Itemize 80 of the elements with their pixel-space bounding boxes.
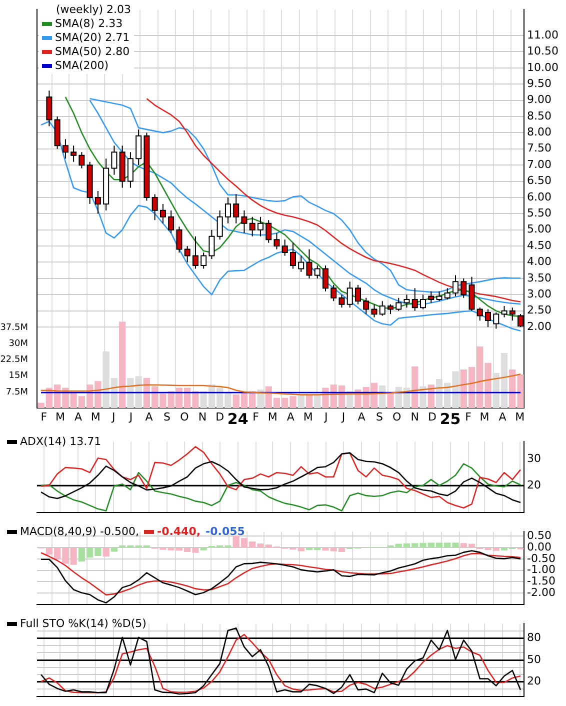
- y-tick-label: 5.50: [527, 206, 552, 220]
- y2-tick-label: 30M: [8, 339, 28, 350]
- legend-label: MACD(8,40,9) -0.500,: [20, 525, 139, 539]
- y-tick-label: 8.50: [527, 109, 552, 122]
- y-tick-label: 20: [527, 674, 541, 688]
- y-tick-label: 0.00: [527, 540, 552, 554]
- x-tick-label: A: [358, 410, 366, 424]
- y-tick-label: 6.00: [527, 190, 552, 204]
- y-tick-label: -1.00: [527, 563, 556, 576]
- y2-tick-label: 7.5M: [6, 387, 28, 398]
- y-tick-label: 4.00: [527, 255, 552, 268]
- bar: [110, 548, 118, 552]
- y-tick-label: 30: [527, 452, 541, 465]
- y-tick-label: 7.00: [527, 158, 552, 171]
- x-tick-label: S: [376, 410, 383, 424]
- y-tick-label: -1.50: [527, 574, 556, 588]
- y-tick-label: 50: [527, 652, 541, 666]
- chart-title: (weekly) 2.03: [55, 3, 132, 17]
- y2-tick-label: 37.5M: [0, 323, 28, 334]
- legend-label: SMA(200): [55, 59, 109, 73]
- x-tick-label: 25: [440, 410, 461, 428]
- y-tick-label: -2.00: [527, 586, 556, 599]
- x-tick-label: M: [515, 410, 525, 424]
- x-tick-label: M: [55, 410, 65, 424]
- bar: [412, 366, 418, 408]
- x-tick-label: N: [198, 410, 207, 424]
- legend-label: SMA(50) 2.80: [55, 45, 130, 59]
- x-tick-label: M: [480, 410, 490, 424]
- y-tick-label: 80: [527, 631, 541, 644]
- x-tick-label: J: [340, 410, 346, 424]
- x-tick-label: M: [268, 410, 278, 424]
- x-tick-label: A: [74, 410, 82, 424]
- y-tick-label: 6.50: [527, 174, 552, 188]
- y-tick-label: 10.50: [527, 44, 558, 58]
- x-tick-label: N: [410, 410, 419, 424]
- y-tick-label: -0.50: [527, 552, 556, 565]
- y-tick-label: 5.00: [527, 222, 552, 236]
- y-tick-label: 2.00: [527, 320, 552, 333]
- y-tick-label: 8.00: [527, 126, 552, 139]
- bar: [387, 394, 394, 408]
- x-tick-label: O: [180, 410, 190, 424]
- x-tick-label: F: [252, 410, 259, 424]
- legend-label: Full STO %K(14) %D(5): [20, 617, 146, 631]
- x-tick-label: J: [110, 410, 116, 424]
- y-tick-label: 10.00: [527, 60, 558, 74]
- x-tick-label: A: [286, 410, 295, 424]
- annotation: -0.055: [206, 525, 245, 539]
- x-tick-label: A: [145, 410, 154, 424]
- x-tick-label: O: [392, 410, 402, 424]
- x-tick-label: A: [498, 410, 507, 424]
- y-tick-label: 11.00: [527, 28, 558, 42]
- legend-label: ADX(14) 13.71: [20, 435, 102, 449]
- x-tick-label: J: [128, 410, 133, 424]
- x-tick-label: S: [164, 410, 171, 424]
- y-tick-label: 9.50: [527, 76, 552, 90]
- x-tick-label: 24: [227, 410, 248, 428]
- bar: [200, 548, 207, 550]
- bar: [102, 548, 110, 556]
- x-tick-label: M: [90, 410, 100, 424]
- x-tick-label: F: [40, 410, 48, 424]
- bar: [118, 322, 126, 408]
- x-tick-label: F: [465, 410, 472, 424]
- x-tick-label: D: [428, 410, 437, 424]
- x-tick-label: D: [216, 410, 224, 424]
- y2-tick-label: 22.5M: [0, 355, 28, 366]
- legend-label: SMA(20) 2.71: [55, 31, 130, 45]
- y-tick-label: 3.50: [527, 271, 552, 284]
- y-tick-label: 3.00: [527, 287, 552, 300]
- y-tick-label: 2.50: [527, 304, 552, 317]
- y-tick-label: 20: [527, 478, 541, 492]
- x-tick-label: J: [323, 410, 328, 424]
- y-tick-label: 0.50: [527, 529, 552, 542]
- y2-tick-label: 15M: [8, 371, 28, 382]
- y-tick-label: 7.50: [527, 142, 552, 155]
- bar: [306, 394, 313, 408]
- legend-label: SMA(8) 2.33: [55, 17, 123, 31]
- y-tick-label: 4.50: [527, 238, 552, 252]
- legend-label: -0.440,: [157, 525, 201, 539]
- x-tick-label: M: [303, 410, 313, 424]
- y-tick-label: 9.00: [527, 93, 552, 106]
